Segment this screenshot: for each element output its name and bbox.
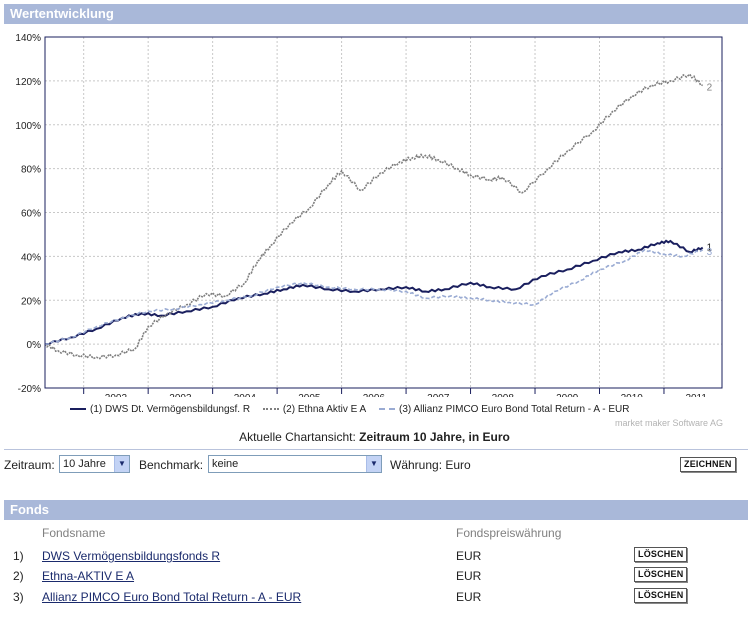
y-tick-label: 140% <box>15 33 41 44</box>
loeschen-button[interactable]: LÖSCHEN <box>634 588 688 603</box>
y-tick-label: 0% <box>27 340 42 351</box>
zeichnen-button[interactable]: ZEICHNEN <box>680 457 736 472</box>
series-line-1 <box>44 239 704 346</box>
column-header-fondsname: Fondsname <box>42 526 106 540</box>
x-tick-label: 2011 <box>685 393 707 397</box>
caption-value: Zeitraum 10 Jahre, in Euro <box>359 430 510 444</box>
fund-link[interactable]: Ethna-AKTIV E A <box>42 569 135 583</box>
legend-swatch-1 <box>70 408 86 411</box>
zeitraum-label: Zeitraum: <box>4 458 55 472</box>
legend-item-1[interactable]: (1) DWS Dt. Vermögensbildungsf. R <box>70 404 250 415</box>
legend-item-3[interactable]: (3) Allianz PIMCO Euro Bond Total Return… <box>379 404 629 415</box>
benchmark-value: keine <box>212 458 239 470</box>
waehrung-label: Währung: Euro <box>390 458 471 472</box>
chart-caption: Aktuelle Chartansicht: Zeitraum 10 Jahre… <box>0 430 749 444</box>
y-tick-label: 120% <box>15 77 41 88</box>
legend-swatch-2 <box>262 408 279 411</box>
x-tick-label: 2003 <box>169 393 192 397</box>
legend-item-2[interactable]: (2) Ethna Aktiv E A <box>262 404 367 415</box>
section-title: Fonds <box>10 502 49 517</box>
x-tick-label: 2002 <box>105 393 128 397</box>
y-tick-label: 20% <box>21 296 41 307</box>
x-tick-label: 2007 <box>427 393 450 397</box>
y-tick-label: -20% <box>18 384 41 395</box>
series-end-label-1: 1 <box>707 243 713 254</box>
x-tick-label: 2006 <box>363 393 386 397</box>
x-tick-label: 2004 <box>234 393 257 397</box>
table-row: 2) Ethna-AKTIV E A EUR LÖSCHEN <box>4 567 744 587</box>
section-header-fonds: Fonds <box>4 500 748 520</box>
fund-link[interactable]: Allianz PIMCO Euro Bond Total Return - A… <box>42 590 302 604</box>
chart-controls: Zeitraum: 10 Jahre ▼ Benchmark: keine ▼ … <box>4 455 744 475</box>
watermark: market maker Software AG <box>615 418 724 428</box>
chevron-down-icon[interactable]: ▼ <box>366 456 381 472</box>
section-header-wertentwicklung: Wertentwicklung <box>4 4 748 24</box>
section-title: Wertentwicklung <box>10 6 114 21</box>
zeitraum-select[interactable]: 10 Jahre ▼ <box>59 455 130 473</box>
series-end-label-3: 3 <box>707 247 713 258</box>
plot-frame <box>44 36 723 389</box>
caption-prefix: Aktuelle Chartansicht: <box>239 430 356 444</box>
y-tick-label: 40% <box>21 252 41 263</box>
x-tick-label: 2005 <box>298 393 321 397</box>
x-tick-label: 2009 <box>556 393 579 397</box>
table-row: 1) DWS Vermögensbildungsfonds R EUR LÖSC… <box>4 547 744 567</box>
legend-label-3: (3) Allianz PIMCO Euro Bond Total Return… <box>399 404 630 415</box>
row-number: 2) <box>13 569 24 583</box>
zeitraum-value: 10 Jahre <box>63 458 106 470</box>
divider <box>4 449 748 450</box>
fund-link[interactable]: DWS Vermögensbildungsfonds R <box>42 549 221 563</box>
benchmark-select[interactable]: keine ▼ <box>208 455 382 473</box>
chevron-down-icon[interactable]: ▼ <box>114 456 129 472</box>
y-tick-label: 60% <box>21 209 41 220</box>
loeschen-button[interactable]: LÖSCHEN <box>634 547 688 562</box>
loeschen-button[interactable]: LÖSCHEN <box>634 567 688 582</box>
x-tick-label: 2010 <box>621 393 644 397</box>
series-line-3 <box>44 248 704 345</box>
x-tick-label: 2008 <box>492 393 515 397</box>
column-header-currency: Fondspreiswährung <box>456 526 562 540</box>
legend-swatch-3 <box>379 408 395 411</box>
fund-currency: EUR <box>456 590 482 604</box>
y-tick-label: 100% <box>15 121 41 132</box>
row-number: 3) <box>13 590 24 604</box>
benchmark-label: Benchmark: <box>139 458 204 472</box>
chart-legend: (1) DWS Dt. Vermögensbildungsf. R (2) Et… <box>70 404 639 415</box>
fund-currency: EUR <box>456 569 482 583</box>
performance-chart: 140% 120% 100% 80% 60% 40% 20% 0% -20% 2002 2003 20… <box>15 33 723 397</box>
row-number: 1) <box>13 549 24 563</box>
series-end-label-2: 2 <box>707 82 713 93</box>
table-row: 3) Allianz PIMCO Euro Bond Total Return … <box>4 588 744 608</box>
legend-label-2: (2) Ethna Aktiv E A <box>282 404 367 415</box>
fund-currency: EUR <box>456 549 482 563</box>
y-tick-label: 80% <box>21 165 41 176</box>
legend-label-1: (1) DWS Dt. Vermögensbildungsf. R <box>90 404 251 415</box>
series-line-2 <box>44 73 703 360</box>
